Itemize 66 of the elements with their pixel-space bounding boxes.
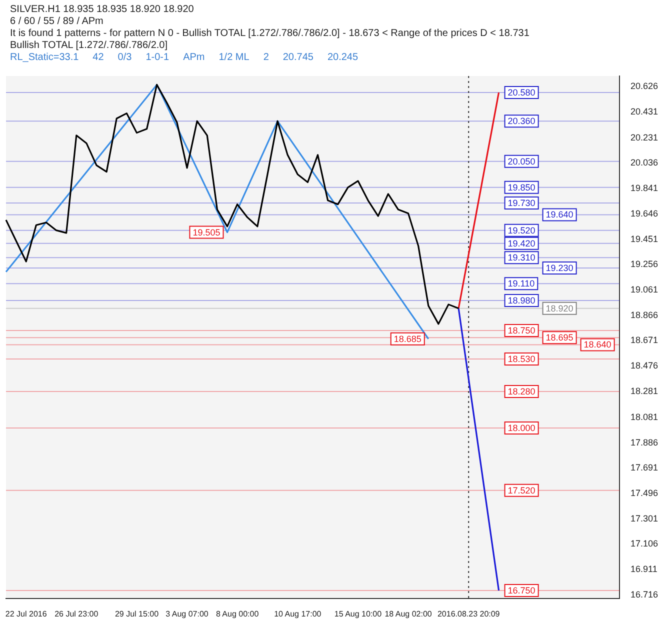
chart-title: SILVER.H1 18.935 18.935 18.920 18.920 [10, 4, 195, 16]
ref-line-label: 18.640 [584, 340, 612, 350]
ref-line-label: 20.050 [508, 156, 536, 166]
ref-line-label: 18.695 [546, 332, 574, 343]
text: Bullish TOTAL [1.272/.786/.786/2.0] [10, 40, 169, 52]
text: 2 [263, 52, 269, 63]
x-tick-label: 29 Jul 15:00 [114, 609, 160, 618]
text: RL_Static=33.1 [10, 52, 79, 63]
ref-line-label: 17.520 [508, 485, 536, 496]
ref-line-label: 18.980 [508, 296, 536, 306]
x-tick-label: 26 Jul 23:00 [54, 609, 99, 618]
text: 0/3 [118, 52, 132, 63]
y-tick-label: 20.036 [630, 158, 658, 168]
ref-line-label: 19.110 [508, 278, 535, 289]
y-tick-label: 18.476 [630, 360, 658, 371]
x-tick-label: 3 Aug 07:00 [166, 609, 209, 618]
y-tick-label: 20.231 [630, 132, 658, 142]
text: APm [183, 52, 205, 63]
ref-line-label: 19.310 [508, 252, 536, 263]
x-tick-label: 15 Aug 10:00 [334, 609, 382, 618]
text: 42 [92, 52, 104, 63]
x-tick-label: 8 Aug 00:00 [216, 609, 260, 618]
ref-line-label: 20.360 [508, 116, 536, 126]
x-tick-label: 22 Jul 2016 [5, 609, 48, 618]
text: 1-0-1 [146, 52, 170, 63]
text: 1/2 ML [218, 52, 250, 63]
ref-line-label: 18.920 [546, 303, 574, 314]
text: It is found 1 patterns - for pattern N 0 - Bullish TOTAL [1.272/.786/.786/2.0] - 18.673 < Range of the prices D < 18.731 [10, 28, 530, 40]
y-tick-label: 19.451 [630, 234, 658, 244]
data-label: 19.505 [192, 227, 220, 238]
y-tick-label: 17.301 [630, 513, 658, 524]
y-tick-label: 18.866 [630, 310, 658, 320]
y-tick-label: 17.496 [630, 488, 658, 498]
y-tick-label: 19.256 [630, 259, 658, 270]
chart-subtitle: 6 / 60 / 55 / 89 / APm [10, 16, 104, 28]
y-tick-label: 16.911 [630, 564, 658, 574]
ref-line-label: 20.580 [508, 87, 536, 98]
y-tick-label: 18.281 [630, 386, 658, 396]
y-tick-label: 17.691 [630, 462, 658, 473]
ref-line-label: 16.750 [508, 585, 536, 596]
text: 20.245 [327, 52, 358, 63]
ref-line-label: 18.750 [508, 325, 536, 336]
y-tick-label: 19.646 [630, 208, 658, 218]
ref-line-label: 19.520 [508, 225, 536, 236]
y-tick-label: 19.841 [630, 183, 658, 194]
x-tick-label: 2016.08.23 20:09 [437, 609, 500, 618]
y-tick-label: 20.431 [630, 106, 658, 116]
y-tick-label: 16.716 [630, 589, 658, 600]
x-tick-label: 18 Aug 02:00 [384, 609, 432, 618]
ref-line-label: 18.000 [508, 422, 536, 433]
ref-line-label: 19.230 [546, 263, 574, 274]
y-tick-label: 20.626 [630, 81, 658, 92]
ref-line-label: 19.420 [508, 238, 536, 248]
ref-line-label: 18.280 [508, 386, 536, 397]
y-tick-label: 18.671 [630, 335, 658, 346]
y-tick-label: 19.061 [630, 284, 658, 294]
ref-line-label: 19.730 [508, 198, 536, 208]
ref-line-label: 19.640 [546, 210, 574, 220]
text: 20.745 [282, 52, 314, 63]
y-tick-label: 17.886 [630, 437, 658, 448]
y-tick-label: 17.106 [630, 538, 658, 549]
data-label: 18.685 [394, 334, 422, 344]
y-tick-label: 18.081 [630, 412, 658, 422]
ref-line-label: 19.850 [508, 182, 536, 192]
x-tick-label: 10 Aug 17:00 [274, 609, 322, 618]
ref-line-label: 18.530 [508, 354, 536, 364]
